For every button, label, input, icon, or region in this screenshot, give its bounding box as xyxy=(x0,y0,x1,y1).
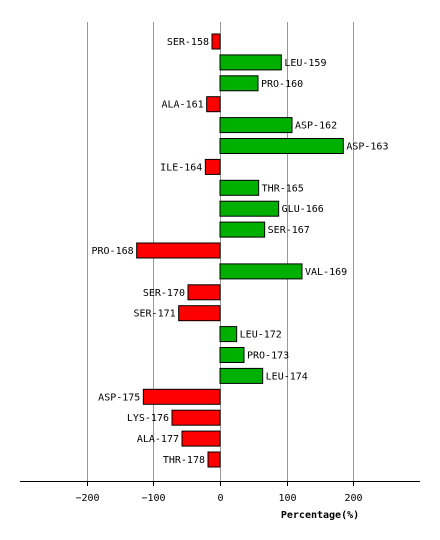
bar-label: ASP-175 xyxy=(98,392,140,403)
bar-pro-168 xyxy=(136,242,221,259)
x-tick-label: −200 xyxy=(75,493,99,504)
bar-label: PRO-160 xyxy=(261,79,303,90)
bar-label: SER-158 xyxy=(167,37,209,48)
bar-ala-161 xyxy=(206,96,221,113)
x-tick-label: 0 xyxy=(217,493,223,504)
bar-asp-175 xyxy=(142,388,221,405)
bar-label: PRO-173 xyxy=(247,351,289,362)
bar-lys-176 xyxy=(171,409,221,426)
bar-label: SER-171 xyxy=(134,309,176,320)
bar-asp-163 xyxy=(219,138,344,154)
bar-ser-170 xyxy=(187,284,221,301)
x-tick-label: 100 xyxy=(278,493,296,504)
bar-leu-174 xyxy=(219,367,264,384)
bar-label: GLU-166 xyxy=(282,204,324,215)
bar-label: PRO-168 xyxy=(92,246,134,257)
bar-label: THR-165 xyxy=(262,183,304,194)
bar-ala-177 xyxy=(181,430,221,447)
bar-val-169 xyxy=(219,263,303,280)
bar-label: ALA-161 xyxy=(162,100,204,111)
bar-label: LEU-159 xyxy=(284,58,326,69)
bar-pro-160 xyxy=(219,75,259,92)
bar-label: LEU-174 xyxy=(266,371,308,382)
bar-label: LEU-172 xyxy=(240,330,282,341)
bar-pro-173 xyxy=(219,347,245,363)
x-axis-label: Percentage(%) xyxy=(281,510,359,521)
bars: SER-158 LEU-159 PRO-160 ALA-161 ASP-162 ASP-1… xyxy=(92,33,388,468)
x-tick-label: 200 xyxy=(344,493,362,504)
bar-label: ALA-177 xyxy=(137,434,179,445)
bar-label: SER-167 xyxy=(268,225,310,236)
bar-leu-172 xyxy=(219,326,238,343)
x-tick-label: −100 xyxy=(141,493,165,504)
bar-label: VAL-169 xyxy=(305,267,347,278)
x-axis: −200 −100 0 100 200 xyxy=(20,481,420,504)
bar-thr-178 xyxy=(207,451,221,468)
bar-label: LYS-176 xyxy=(127,413,169,424)
bar-label: SER-170 xyxy=(143,288,185,299)
bar-ser-171 xyxy=(178,305,221,322)
bar-ser-167 xyxy=(219,221,266,238)
bar-label: ILE-164 xyxy=(160,162,202,173)
bar-leu-159 xyxy=(219,54,282,71)
bar-ile-164 xyxy=(204,158,221,175)
bar-label: ASP-163 xyxy=(346,142,388,153)
bar-label: THR-178 xyxy=(163,455,205,466)
bar-asp-162 xyxy=(219,117,293,134)
bar-ser-158 xyxy=(211,33,221,50)
bar-label: ASP-162 xyxy=(295,121,337,132)
bar-glu-166 xyxy=(219,200,280,217)
bar-thr-165 xyxy=(219,179,260,196)
